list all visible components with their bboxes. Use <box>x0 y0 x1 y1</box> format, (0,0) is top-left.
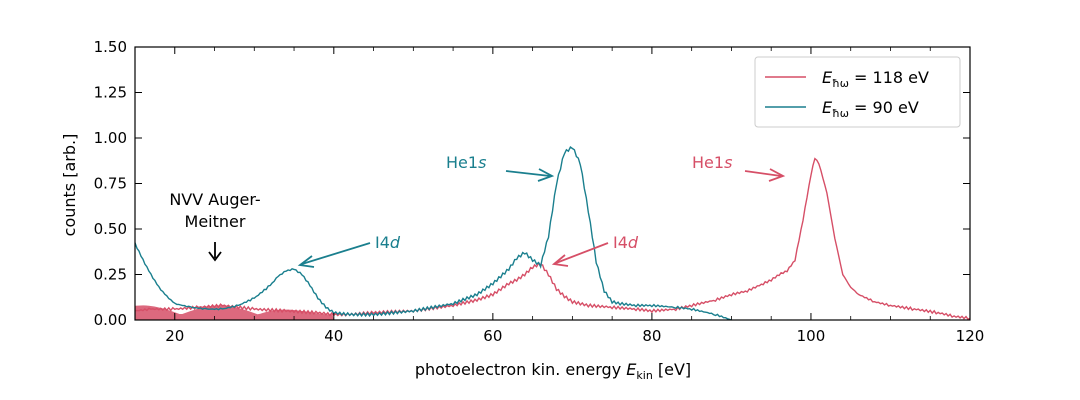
series-line-90 <box>134 146 732 321</box>
y-tick-label: 0.50 <box>94 220 127 238</box>
x-tick-label: 120 <box>956 327 985 345</box>
annotation-he1s-teal: He1s <box>446 153 486 172</box>
x-tick-label: 100 <box>797 327 826 345</box>
annotation-he1s-red: He1s <box>692 153 732 172</box>
x-axis-label: photoelectron kin. energy Ekin [eV] <box>415 360 691 382</box>
annotation-i4d-red: I4d <box>613 233 639 252</box>
x-tick-label: 60 <box>483 327 502 345</box>
series-line-118 <box>134 157 971 321</box>
arrow-he1s-red <box>744 170 782 177</box>
y-tick-label: 1.50 <box>94 38 127 56</box>
arrow-i4d-teal <box>301 242 371 265</box>
annotation-auger-line2: Meitner <box>185 212 246 231</box>
arrowhead-i4d-red <box>551 254 569 267</box>
arrowhead-he1s-red <box>768 168 786 182</box>
y-tick-label: 1.00 <box>94 129 127 147</box>
axis-ticks: 20 40 60 80 100 120 0.00 0.25 0.50 0.75 1.00 1.25 1.… <box>94 38 985 345</box>
y-tick-label: 0.25 <box>94 266 127 284</box>
legend-label-118: Eħω = 118 eV <box>822 68 929 90</box>
annotation-i4d-teal: I4d <box>375 233 401 252</box>
x-tick-label: 20 <box>165 327 184 345</box>
arrowhead-i4d-teal <box>297 255 315 268</box>
y-tick-label: 0.00 <box>94 311 127 329</box>
plot-frame <box>134 46 971 321</box>
arrowhead-auger <box>208 251 222 262</box>
arrow-i4d-red <box>555 242 609 264</box>
legend: Eħω = 118 eV Eħω = 90 eV <box>754 56 961 128</box>
y-axis-label: counts [arb.] <box>60 134 79 237</box>
y-tick-label: 0.75 <box>94 175 127 193</box>
series-118-noise-band <box>135 305 334 320</box>
legend-label-90: Eħω = 90 eV <box>822 98 919 120</box>
plot-area <box>134 146 971 321</box>
annotation-auger: NVV Auger- <box>169 190 260 209</box>
x-tick-label: 80 <box>642 327 661 345</box>
annotation-arrows <box>208 168 786 268</box>
arrowhead-he1s-teal <box>537 168 555 182</box>
legend-box <box>754 56 961 128</box>
x-tick-label: 40 <box>324 327 343 345</box>
arrow-he1s-teal <box>505 170 551 177</box>
y-tick-label: 1.25 <box>94 84 127 102</box>
